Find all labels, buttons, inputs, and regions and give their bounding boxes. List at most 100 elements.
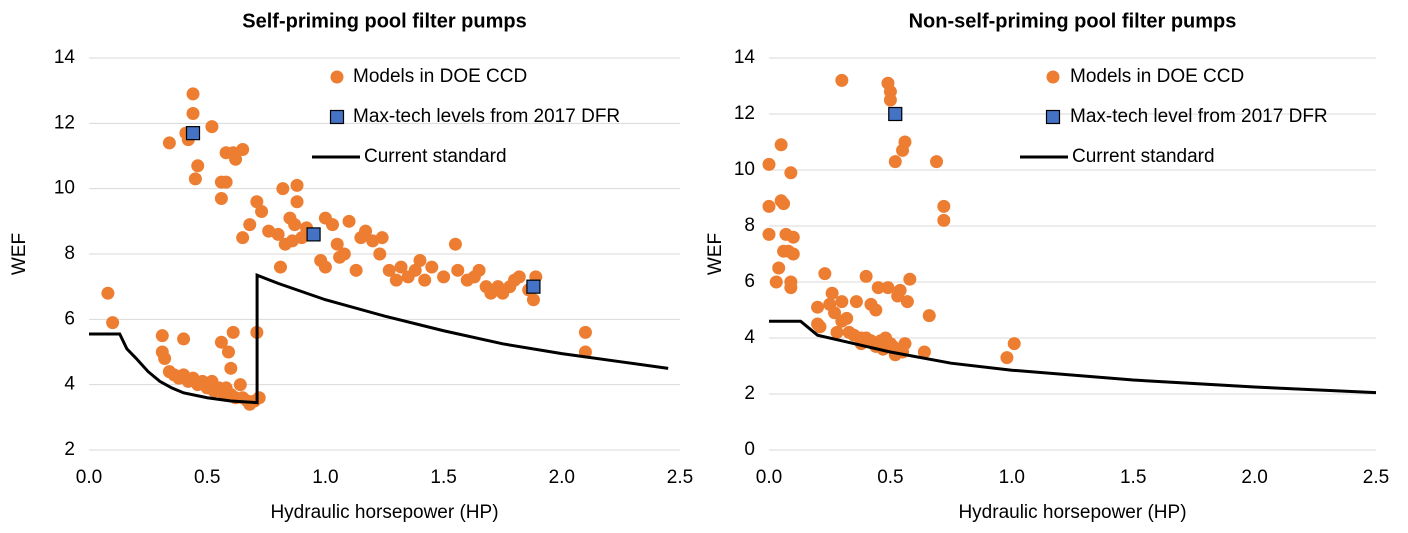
model-point xyxy=(849,295,863,309)
model-point xyxy=(255,205,269,219)
model-point xyxy=(893,283,907,297)
x-tick-label: 0.5 xyxy=(194,467,220,488)
model-point xyxy=(1007,337,1021,351)
model-point xyxy=(394,260,408,274)
model-point xyxy=(937,213,951,227)
model-point xyxy=(219,175,233,189)
y-tick-label: 0 xyxy=(744,439,755,460)
model-point xyxy=(233,378,247,392)
model-point xyxy=(162,136,176,150)
y-tick-label: 4 xyxy=(64,374,75,395)
model-point xyxy=(828,306,842,320)
model-point xyxy=(835,73,849,87)
chart: Non-self-priming pool filter pumps 0 2 4 6 8 1… xyxy=(705,10,1389,523)
x-tick-label: 2.0 xyxy=(549,467,575,488)
model-point xyxy=(290,178,304,192)
model-point xyxy=(106,316,120,330)
y-tick-label: 8 xyxy=(64,243,75,264)
model-point xyxy=(276,182,290,196)
model-point xyxy=(762,199,776,213)
legend-label: Current standard xyxy=(364,146,507,167)
model-point xyxy=(408,263,422,277)
model-point xyxy=(786,247,800,261)
model-point xyxy=(186,87,200,101)
model-point xyxy=(772,261,786,275)
model-point xyxy=(349,263,363,277)
model-point xyxy=(177,332,191,346)
model-point xyxy=(774,138,788,152)
model-point xyxy=(373,247,387,261)
max-tech-point xyxy=(185,126,201,141)
legend-marker xyxy=(329,109,345,125)
model-point xyxy=(769,275,783,289)
model-point xyxy=(883,93,897,107)
model-point xyxy=(295,231,309,245)
x-tick-label: 1.5 xyxy=(430,467,456,488)
model-point xyxy=(243,218,257,232)
model-point xyxy=(898,337,912,351)
x-axis-label: Hydraulic horsepower (HP) xyxy=(958,502,1186,523)
model-point xyxy=(762,227,776,241)
y-axis-label: WEF xyxy=(705,233,726,275)
model-point xyxy=(472,263,486,277)
y-tick-label: 12 xyxy=(54,112,75,133)
y-tick-label: 14 xyxy=(54,47,76,68)
model-point xyxy=(288,218,302,232)
model-point xyxy=(191,159,205,173)
x-tick-label: 2.0 xyxy=(1241,467,1267,488)
model-point xyxy=(318,260,332,274)
chart: Self-priming pool filter pumps 2 4 6 8 10 12 14… xyxy=(9,10,693,523)
x-tick-label: 1.0 xyxy=(999,467,1025,488)
model-point xyxy=(221,345,235,359)
max-tech-point xyxy=(526,279,541,294)
model-point xyxy=(869,303,883,317)
x-tick-label: 1.0 xyxy=(312,467,338,488)
model-point xyxy=(425,260,439,274)
model-point xyxy=(273,260,287,274)
model-point xyxy=(784,281,798,295)
legend-marker xyxy=(330,70,344,84)
model-point xyxy=(526,293,540,307)
model-point xyxy=(917,345,931,359)
model-point xyxy=(330,237,344,251)
model-point xyxy=(900,295,914,309)
model-point xyxy=(512,270,526,284)
model-point xyxy=(871,281,885,295)
model-point xyxy=(437,270,451,284)
model-point xyxy=(859,269,873,283)
model-point xyxy=(898,135,912,149)
model-point xyxy=(777,197,791,211)
model-point xyxy=(155,329,169,343)
y-tick-label: 6 xyxy=(744,271,755,292)
model-point xyxy=(389,273,403,287)
model-point xyxy=(840,311,854,325)
y-tick-label: 2 xyxy=(744,383,755,404)
model-point xyxy=(786,230,800,244)
model-point xyxy=(226,325,240,339)
model-point xyxy=(451,263,465,277)
max-tech-point xyxy=(306,227,321,242)
model-point xyxy=(214,191,228,205)
legend-label: Max-tech levels from 2017 DFR xyxy=(353,106,620,127)
model-point xyxy=(888,155,902,169)
model-point xyxy=(188,172,202,186)
model-point xyxy=(186,107,200,121)
x-tick-label: 2.5 xyxy=(1363,467,1389,488)
model-point xyxy=(835,295,849,309)
y-tick-label: 14 xyxy=(734,47,756,68)
y-tick-label: 2 xyxy=(64,439,75,460)
chart-title: Self-priming pool filter pumps xyxy=(242,10,526,32)
model-point xyxy=(762,157,776,171)
model-point xyxy=(359,224,373,238)
y-tick-label: 8 xyxy=(744,215,755,236)
model-point xyxy=(813,320,827,334)
model-point xyxy=(811,300,825,314)
model-point xyxy=(236,142,250,156)
model-point xyxy=(418,273,432,287)
x-tick-label: 2.5 xyxy=(667,467,693,488)
model-point xyxy=(236,231,250,245)
x-axis-label: Hydraulic horsepower (HP) xyxy=(270,502,498,523)
model-point xyxy=(825,286,839,300)
y-axis-label: WEF xyxy=(9,233,30,275)
y-tick-label: 10 xyxy=(734,159,755,180)
